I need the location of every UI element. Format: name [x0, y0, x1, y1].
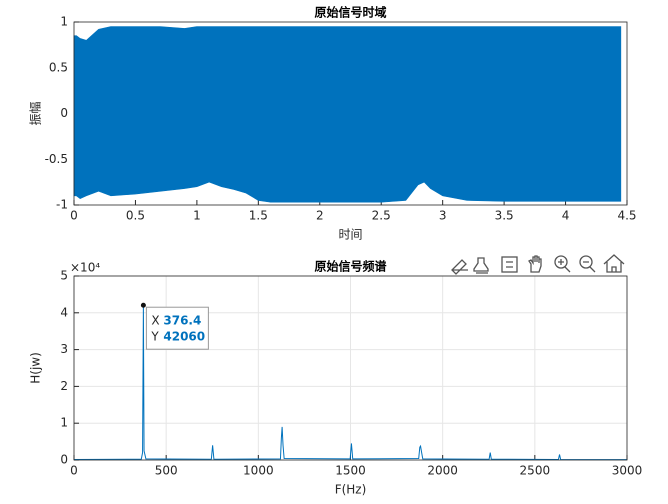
axes-box [73, 21, 628, 206]
y-tick-label: 5 [60, 269, 68, 283]
x-tick-label: 1000 [243, 464, 274, 478]
x-tick-label: 0 [70, 464, 78, 478]
axes-toolbar [451, 254, 625, 275]
y-tick-label: 1 [60, 15, 68, 29]
y-tick-label: 1 [60, 416, 68, 430]
home-icon[interactable] [603, 254, 625, 273]
y-tick-label: -1 [56, 198, 68, 212]
zoom-in-icon[interactable] [554, 255, 568, 269]
signal-band [73, 26, 622, 203]
x-tick-label: 1 [193, 209, 201, 223]
x-tick-label: 3.5 [495, 209, 514, 223]
x-tick-label: 1.5 [249, 209, 268, 223]
x-tick-label: 2500 [520, 464, 551, 478]
x-tick-label: 2000 [427, 464, 458, 478]
legend-icon-lines [506, 261, 513, 268]
zoom-out-mark [583, 261, 596, 273]
zoom-in-mark [558, 259, 571, 273]
brush-icon[interactable] [451, 259, 468, 275]
pan-icon[interactable] [528, 255, 542, 273]
x-axis-label: F(Hz) [335, 483, 367, 497]
spectrum-line [73, 305, 628, 461]
axes: 0 500 1000 1500 2000 2500 3000 0 1 2 3 4 5 原始信号频谱 F(Hz… [29, 259, 643, 497]
x-tick-label: 0.5 [126, 209, 145, 223]
y-tick-label: 3 [60, 342, 68, 356]
x-tick-label: 500 [155, 464, 178, 478]
datatip-point [140, 302, 146, 308]
x-tick-label: 1500 [335, 464, 366, 478]
y-axis-label: 振幅 [28, 101, 43, 125]
x-tick-label: 2 [316, 209, 324, 223]
chart-title: 原始信号频谱 [314, 259, 386, 274]
legend-icon[interactable] [501, 256, 518, 273]
x-tick-label: 0 [70, 209, 78, 223]
y-tick-label: 4 [60, 305, 68, 319]
y-tick-label: 0.5 [49, 60, 68, 74]
x-tick-label: 3 [439, 209, 447, 223]
x-axis-label: 时间 [338, 228, 362, 242]
y-axis-label: H(jw) [29, 352, 43, 384]
datatip-x-value: 376.4 [163, 314, 201, 328]
y-tick-label: 2 [60, 379, 68, 393]
datatip-y-value: 42060 [163, 330, 205, 344]
datatip-y-label: Y [150, 330, 159, 344]
axes-box [73, 275, 628, 461]
datatip-x-label: X [151, 314, 159, 328]
x-tick-label: 2.5 [372, 209, 391, 223]
y-tick-label: 0 [60, 106, 68, 120]
x-tick-label: 3000 [612, 464, 643, 478]
zoom-out-icon[interactable] [579, 255, 593, 269]
y-tick-label: -0.5 [45, 152, 68, 166]
x-tick-label: 4.5 [617, 209, 636, 223]
data-tip-icon[interactable] [473, 257, 489, 274]
y-exponent: ×10⁴ [70, 261, 100, 275]
x-tick-label: 4 [562, 209, 570, 223]
datatip-box [145, 306, 209, 350]
datatip: X 376.4 Y 42060 [145, 306, 209, 350]
chart-title: 原始信号时域 [314, 5, 386, 20]
y-tick-label: 0 [60, 453, 68, 467]
